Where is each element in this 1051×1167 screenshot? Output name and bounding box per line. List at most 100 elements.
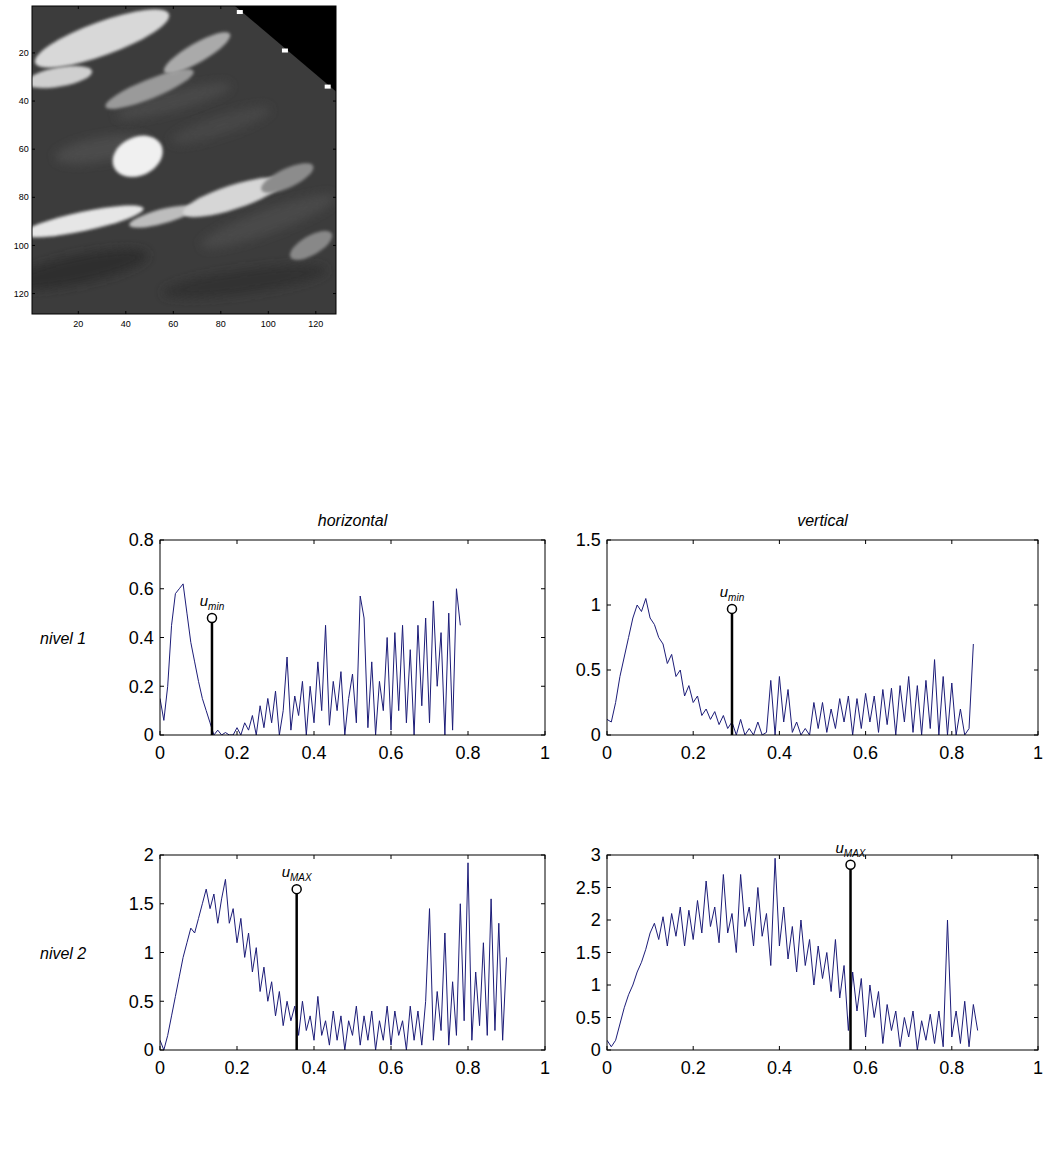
- threshold-label: umin: [200, 592, 225, 612]
- x-tick-label: 0: [602, 743, 612, 763]
- x-tick: [314, 1046, 315, 1050]
- image-streak: [161, 258, 329, 305]
- x-tick: [1038, 1046, 1039, 1050]
- x-tick: [315, 311, 316, 314]
- threshold-subscript: MAX: [844, 848, 866, 859]
- y-tick-label: 20: [19, 48, 29, 58]
- x-tick: [160, 540, 161, 544]
- x-tick: [237, 1046, 238, 1050]
- threshold-marker: [292, 885, 301, 894]
- threshold-label: uMAX: [836, 839, 866, 859]
- line-panel: umin00.20.40.60.8100.20.40.60.8horizonta…: [40, 512, 550, 763]
- x-tick-label: 60: [168, 319, 178, 329]
- x-tick-label: 40: [121, 319, 131, 329]
- x-tick: [237, 855, 238, 859]
- x-tick-label: 20: [73, 319, 83, 329]
- y-tick-label: 0.2: [129, 677, 154, 697]
- image-streak: [32, 62, 94, 93]
- column-title: vertical: [797, 512, 848, 529]
- x-tick: [220, 311, 221, 314]
- y-tick: [160, 952, 164, 953]
- y-tick-label: 0.5: [576, 660, 601, 680]
- x-tick-label: 0.4: [301, 743, 326, 763]
- x-tick: [545, 855, 546, 859]
- y-tick: [541, 903, 545, 904]
- y-tick-label: 1: [591, 595, 601, 615]
- x-tick-label: 0.4: [767, 743, 792, 763]
- y-tick: [160, 686, 164, 687]
- y-tick-label: 120: [14, 289, 29, 299]
- y-tick: [1034, 1050, 1038, 1051]
- x-tick-label: 0.4: [767, 1058, 792, 1078]
- y-tick: [607, 887, 611, 888]
- x-tick: [468, 540, 469, 544]
- y-tick: [607, 855, 611, 856]
- y-tick: [541, 952, 545, 953]
- y-tick: [541, 540, 545, 541]
- y-tick: [333, 149, 336, 150]
- y-tick: [607, 952, 611, 953]
- y-tick: [607, 605, 611, 606]
- y-tick-label: 0: [144, 1040, 154, 1060]
- y-tick: [607, 670, 611, 671]
- x-tick-label: 0.2: [681, 1058, 706, 1078]
- x-tick: [160, 731, 161, 735]
- x-tick: [268, 311, 269, 314]
- x-tick: [607, 855, 608, 859]
- y-tick: [32, 149, 35, 150]
- y-tick-label: 0: [144, 725, 154, 745]
- y-tick: [1034, 540, 1038, 541]
- x-tick-label: 0.2: [224, 743, 249, 763]
- y-tick: [333, 293, 336, 294]
- y-tick: [541, 637, 545, 638]
- x-tick-label: 0.6: [378, 743, 403, 763]
- x-tick-label: 0.6: [378, 1058, 403, 1078]
- x-tick-label: 0: [155, 1058, 165, 1078]
- y-tick: [607, 540, 611, 541]
- y-tick-label: 0.5: [129, 992, 154, 1012]
- image-streak: [32, 241, 151, 299]
- x-tick-label: 1: [540, 743, 550, 763]
- x-tick: [865, 1046, 866, 1050]
- y-tick: [32, 197, 35, 198]
- y-tick: [1034, 605, 1038, 606]
- row-label: nivel 2: [40, 945, 86, 962]
- spectrum-line: [607, 599, 973, 736]
- image-streak: [168, 100, 273, 151]
- image-streak: [32, 199, 145, 244]
- line-panel: uMAX00.20.40.60.8100.511.52nivel 2: [40, 845, 550, 1077]
- image-corner: [235, 6, 336, 91]
- line-panel: umin00.20.40.60.8100.511.5vertical: [576, 512, 1043, 763]
- x-tick: [391, 731, 392, 735]
- x-tick: [693, 731, 694, 735]
- x-tick: [545, 731, 546, 735]
- y-tick: [32, 293, 35, 294]
- y-tick: [160, 637, 164, 638]
- y-tick-label: 2: [591, 910, 601, 930]
- x-tick-label: 1: [1033, 1058, 1043, 1078]
- y-tick-label: 0: [591, 1040, 601, 1060]
- x-tick: [391, 855, 392, 859]
- x-tick: [865, 855, 866, 859]
- y-tick: [333, 52, 336, 53]
- x-tick-label: 80: [216, 319, 226, 329]
- x-tick: [951, 1046, 952, 1050]
- x-tick: [173, 6, 174, 9]
- x-tick-label: 0.2: [681, 743, 706, 763]
- image-marker: [237, 10, 243, 14]
- y-tick: [160, 540, 164, 541]
- image-streak: [32, 6, 175, 79]
- y-tick-label: 60: [19, 144, 29, 154]
- spectrum-line: [160, 863, 507, 1050]
- x-tick: [779, 855, 780, 859]
- y-tick: [160, 588, 164, 589]
- threshold-subscript: min: [728, 592, 745, 603]
- marks: [607, 858, 978, 1050]
- column-title: horizontal: [318, 512, 388, 529]
- y-tick: [607, 985, 611, 986]
- x-tick: [315, 6, 316, 9]
- x-tick: [78, 311, 79, 314]
- y-tick-label: 0.5: [576, 1008, 601, 1028]
- y-tick-label: 0.8: [129, 530, 154, 550]
- plot-area: [607, 540, 1038, 735]
